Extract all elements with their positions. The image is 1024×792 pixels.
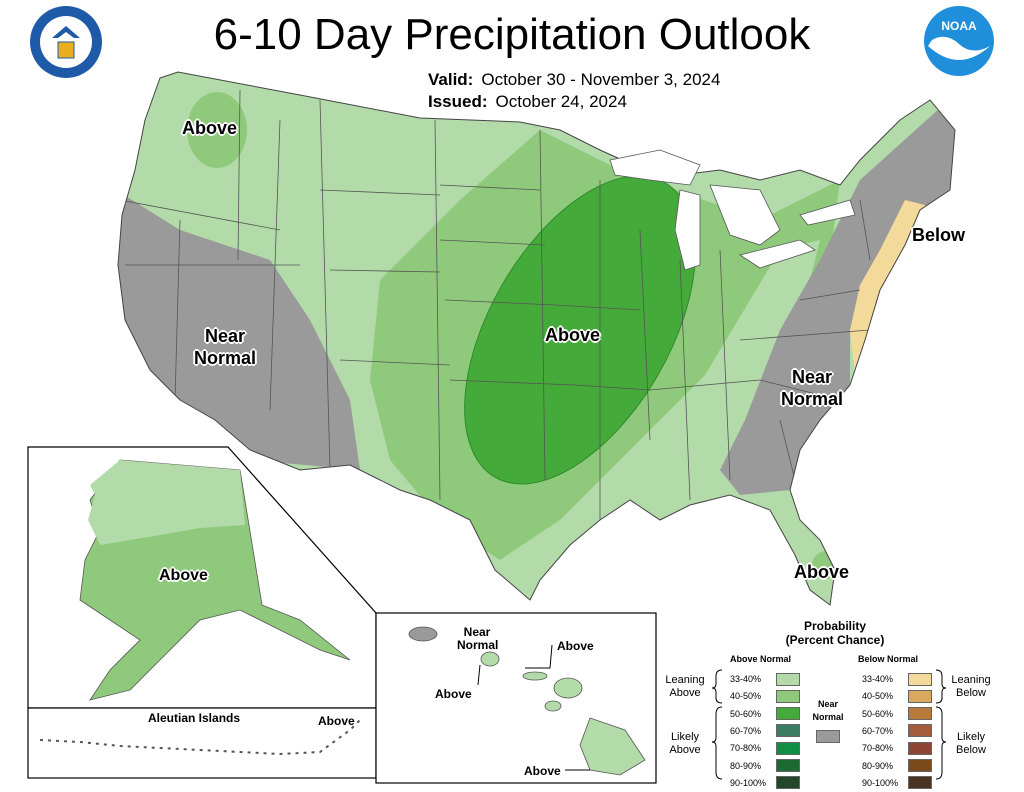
label-southeast: Near Normal — [780, 367, 843, 409]
label-alaska: Above — [159, 567, 208, 584]
legend-above-header: Above Normal — [730, 654, 792, 664]
valid-label: Valid: — [428, 70, 474, 89]
label-hawaii-above-1: Above — [557, 639, 594, 653]
legend-above-bin-swatch — [776, 707, 800, 721]
legend-above-bin-label: 33-40% — [730, 674, 762, 684]
legend-near-normal-label: Near Normal — [812, 699, 844, 722]
legend-above-bin-swatch — [776, 689, 800, 703]
legend-below-bin-swatch — [908, 707, 932, 721]
legend-above-bin-label: 40-50% — [730, 691, 762, 702]
legend-below-bin: 33-40% — [862, 672, 932, 686]
legend-leaning-above: Leaning Above — [665, 674, 705, 699]
legend-below-bin-swatch — [908, 672, 932, 686]
label-northwest: Above — [182, 118, 238, 138]
legend-above-bin-label: 70-80% — [730, 743, 762, 754]
label-west: Near Normal — [193, 326, 256, 368]
legend-near-normal-swatch — [816, 730, 840, 743]
noaa-logo-text: NOAA — [941, 19, 977, 33]
legend-below-bin: 40-50% — [862, 689, 932, 703]
legend-below-bin-swatch — [908, 759, 932, 772]
legend-above-bin: 70-80% — [730, 741, 800, 755]
legend-below-bin-swatch — [908, 689, 932, 703]
legend-above-bin: 33-40% — [730, 672, 800, 686]
legend-above-bin: 50-60% — [730, 707, 800, 721]
legend-above-bin-swatch — [776, 724, 800, 738]
legend-title: Probability (Percent Chance) — [760, 619, 910, 647]
legend-below-bin: 70-80% — [862, 741, 932, 755]
legend-below-header: Below Normal — [858, 654, 919, 664]
legend-above-bin-label: 80-90% — [730, 760, 762, 771]
valid-dates: Valid: October 30 - November 3, 2024 — [428, 70, 720, 90]
legend-above-bin: 60-70% — [730, 724, 800, 738]
legend-above-bin: 80-90% — [730, 759, 800, 773]
legend-below-bin: 50-60% — [862, 707, 932, 721]
legend-above-bin-label: 50-60% — [730, 708, 762, 719]
aleutian-title: Aleutian Islands — [148, 711, 241, 725]
legend-below-bin-swatch — [908, 741, 932, 755]
legend-likely-above: Likely Above — [669, 731, 701, 756]
label-hawaii-above-3: Above — [524, 764, 561, 778]
legend-title-line2: (Percent Chance) — [785, 633, 885, 647]
legend-above-bin-swatch — [776, 741, 800, 755]
label-hawaii-above-2: Above — [435, 687, 472, 701]
legend-likely-below: Likely Below — [956, 731, 986, 756]
legend-above-bin-label: 90-100% — [730, 777, 767, 788]
legend-below-bin: 90-100% — [862, 776, 932, 790]
department-of-commerce-seal — [30, 6, 102, 78]
legend-below-bin-label: 70-80% — [862, 743, 894, 754]
legend-below-bin-label: 80-90% — [862, 760, 894, 771]
label-central: Above — [545, 325, 601, 345]
legend-leaning-below: Leaning Below — [951, 674, 991, 699]
issued-label: Issued: — [428, 92, 488, 111]
label-aleutian: Above — [318, 714, 355, 728]
noaa-logo: NOAA — [924, 6, 994, 76]
legend-above-bin-label: 60-70% — [730, 725, 762, 736]
label-hawaii-near-normal: Near Normal — [457, 625, 499, 652]
legend-above-bin: 40-50% — [730, 689, 800, 703]
legend-below-bin: 80-90% — [862, 759, 932, 773]
legend-above-bin-swatch — [776, 759, 800, 772]
label-northeast: Below — [912, 225, 966, 245]
legend-below-bin-label: 33-40% — [862, 674, 894, 684]
issued-date: Issued: October 24, 2024 — [428, 92, 627, 112]
legend-below-bin-label: 60-70% — [862, 725, 894, 736]
issued-value: October 24, 2024 — [495, 92, 627, 111]
legend-below-bin-label: 40-50% — [862, 691, 894, 702]
valid-value: October 30 - November 3, 2024 — [481, 70, 721, 89]
legend-below-bin-label: 50-60% — [862, 708, 894, 719]
legend-above-bin-swatch — [776, 672, 800, 686]
legend-below-bin-label: 90-100% — [862, 777, 899, 788]
label-florida: Above — [794, 562, 850, 582]
legend-above-bin: 90-100% — [730, 776, 800, 790]
page-title: 6-10 Day Precipitation Outlook — [213, 10, 811, 59]
legend-above-bin-swatch — [776, 776, 800, 790]
legend-below-bin-swatch — [908, 724, 932, 738]
legend-below-bin: 60-70% — [862, 724, 932, 738]
legend-title-line1: Probability — [803, 619, 866, 633]
legend-below-bin-swatch — [908, 776, 932, 790]
